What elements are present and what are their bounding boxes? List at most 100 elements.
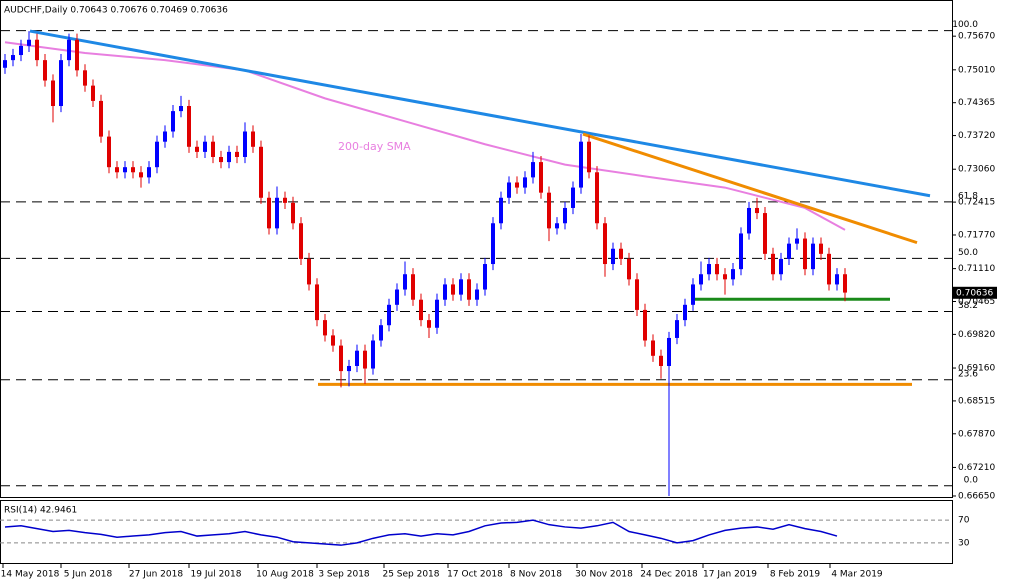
candle-body [691,284,695,305]
candle-body [235,151,239,157]
candle-body [483,264,487,290]
fib-label: 50.0 [958,248,978,258]
candle-body [539,162,543,193]
candle-body [331,335,335,346]
candle-body [75,39,79,71]
candle-body [379,325,383,341]
candle-body [611,248,615,265]
x-tick-label: 27 Jun 2018 [129,570,183,580]
candle-body [347,365,351,372]
candle-body [491,223,495,265]
candle-body [11,55,15,61]
x-tick-label: 17 Oct 2018 [447,570,503,580]
fib-label: 38.2 [958,301,978,311]
trendline [29,29,931,198]
y-tick-label: 0.70465 [958,297,995,307]
candle-body [91,85,95,101]
candle-body [339,345,343,372]
candle-body [259,146,263,198]
x-tick-label: 30 Nov 2018 [575,570,633,580]
candle-body [427,320,431,328]
candle-body [51,80,55,107]
candle-body [67,39,71,61]
rsi-frame [0,500,953,564]
candle-body [3,60,7,68]
price-box [953,286,997,299]
candle-body [627,258,631,280]
candle-body [795,238,799,244]
candle-body [251,131,255,147]
candle-body [107,136,111,168]
candle-body [515,182,519,188]
sma-line [4,41,846,231]
y-tick-label: 0.67870 [958,429,995,439]
candle-body [395,289,399,305]
rsi-level-label: 70 [958,516,970,526]
candle-body [227,151,231,163]
candle-body [635,279,639,310]
candle-body [763,213,767,254]
candle-body [139,172,143,178]
candle-body [603,223,607,265]
fib-label: 61.8 [958,191,978,201]
candle-body [43,60,47,81]
candle-body [755,207,759,214]
candle-body [403,274,407,290]
candle-body [283,197,287,203]
candle-body [659,355,663,366]
rsi-line [4,519,838,546]
candle-body [363,350,367,369]
candle-body [203,141,207,152]
candle-body [555,223,559,229]
candle-body [171,111,175,132]
candle-body [83,70,87,86]
candle-body [523,177,527,188]
candle-body [499,197,503,224]
candle-body [595,172,599,224]
candle-body [571,187,575,208]
candle-body [787,243,791,259]
candle-body [467,279,471,300]
chart-title: AUDCHF,Daily 0.70643 0.70676 0.70469 0.7… [4,6,228,16]
candle-body [411,274,415,300]
candle-body [35,39,39,61]
fib-label: 100.0 [952,20,978,30]
candle-body [435,299,439,328]
candle-body [547,192,551,229]
candle-body [355,350,359,366]
candle-body [275,197,279,229]
candle-body [531,162,535,178]
candle-body [163,131,167,142]
candle-body [299,223,303,259]
candle-body [811,243,815,270]
candle-body [99,100,103,137]
x-tick-label: 24 Dec 2018 [640,570,698,580]
rsi-title: RSI(14) 42.9461 [4,506,77,516]
candle-body [723,274,727,280]
candle-body [219,156,223,163]
candle-body [315,284,319,321]
y-tick-label: 0.75010 [958,65,995,75]
candle-body [619,248,623,259]
candle-body [451,284,455,295]
y-tick-label: 0.66650 [958,491,995,501]
fib-label: 0.0 [964,475,979,485]
candle-body [243,131,247,157]
candle-body [819,243,823,254]
candle-body [115,167,119,173]
y-tick-label: 0.69160 [958,364,995,374]
main-frame [0,0,953,498]
trendline [582,132,918,245]
candle-body [155,141,159,168]
candle-body [179,106,183,112]
candle-body [835,274,839,285]
y-tick-label: 0.71110 [958,264,995,274]
candle-body [387,304,391,326]
candle-body [459,279,463,295]
candle-body [131,167,135,173]
candle-body [187,106,191,147]
candle-body [267,197,271,229]
candle-body [683,304,687,321]
x-tick-label: 3 Sep 2018 [318,570,370,580]
